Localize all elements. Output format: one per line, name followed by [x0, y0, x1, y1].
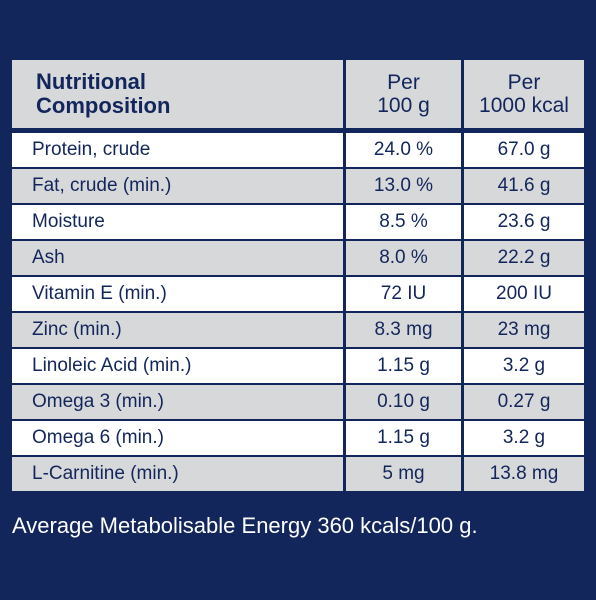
table-row: Omega 6 (min.) 1.15 g 3.2 g: [12, 419, 584, 455]
table-row: Ash 8.0 % 22.2 g: [12, 239, 584, 275]
nutrient-label: Omega 6 (min.): [12, 419, 346, 455]
metabolisable-energy-note: Average Metabolisable Energy 360 kcals/1…: [12, 513, 478, 538]
header-col2-line1: Per: [387, 71, 420, 94]
value-per-1000kcal: 41.6 g: [464, 167, 584, 203]
value-per-1000kcal: 200 IU: [464, 275, 584, 311]
value-per-1000kcal: 23.6 g: [464, 203, 584, 239]
nutrition-table: Nutritional Composition Per 100 g Per 10…: [12, 60, 584, 491]
value-per-1000kcal: 3.2 g: [464, 419, 584, 455]
value-per-100g: 0.10 g: [346, 383, 464, 419]
table-row: Fat, crude (min.) 13.0 % 41.6 g: [12, 167, 584, 203]
table-row: Zinc (min.) 8.3 mg 23 mg: [12, 311, 584, 347]
value-per-100g: 72 IU: [346, 275, 464, 311]
header-col1-line2: Composition: [36, 93, 171, 118]
value-per-100g: 1.15 g: [346, 347, 464, 383]
header-nutritional-composition: Nutritional Composition: [12, 60, 346, 128]
table-row: Vitamin E (min.) 72 IU 200 IU: [12, 275, 584, 311]
header-col3-line2: 1000 kcal: [479, 94, 569, 117]
value-per-1000kcal: 13.8 mg: [464, 455, 584, 491]
table-row: Linoleic Acid (min.) 1.15 g 3.2 g: [12, 347, 584, 383]
header-per-1000kcal: Per 1000 kcal: [464, 60, 584, 128]
header-per-100g: Per 100 g: [346, 60, 464, 128]
nutrient-label: L-Carnitine (min.): [12, 455, 346, 491]
value-per-100g: 24.0 %: [346, 128, 464, 167]
value-per-1000kcal: 67.0 g: [464, 128, 584, 167]
value-per-100g: 8.5 %: [346, 203, 464, 239]
value-per-1000kcal: 23 mg: [464, 311, 584, 347]
table-row: Omega 3 (min.) 0.10 g 0.27 g: [12, 383, 584, 419]
nutrient-label: Moisture: [12, 203, 346, 239]
table-row: Moisture 8.5 % 23.6 g: [12, 203, 584, 239]
header-col3-line1: Per: [507, 71, 541, 94]
nutrient-label: Vitamin E (min.): [12, 275, 346, 311]
value-per-100g: 1.15 g: [346, 419, 464, 455]
value-per-100g: 8.3 mg: [346, 311, 464, 347]
value-per-100g: 8.0 %: [346, 239, 464, 275]
nutrient-label: Omega 3 (min.): [12, 383, 346, 419]
value-per-100g: 5 mg: [346, 455, 464, 491]
nutrient-label: Protein, crude: [12, 128, 346, 167]
table-row: Protein, crude 24.0 % 67.0 g: [12, 128, 584, 167]
value-per-100g: 13.0 %: [346, 167, 464, 203]
value-per-1000kcal: 0.27 g: [464, 383, 584, 419]
nutrient-label: Linoleic Acid (min.): [12, 347, 346, 383]
header-col2-line2: 100 g: [377, 94, 430, 117]
table-row: L-Carnitine (min.) 5 mg 13.8 mg: [12, 455, 584, 491]
nutrient-label: Ash: [12, 239, 346, 275]
header-col1-line1: Nutritional: [36, 69, 146, 94]
nutrient-label: Fat, crude (min.): [12, 167, 346, 203]
nutrition-table-container: Nutritional Composition Per 100 g Per 10…: [12, 60, 584, 491]
table-header-row: Nutritional Composition Per 100 g Per 10…: [12, 60, 584, 128]
value-per-1000kcal: 22.2 g: [464, 239, 584, 275]
nutrient-label: Zinc (min.): [12, 311, 346, 347]
value-per-1000kcal: 3.2 g: [464, 347, 584, 383]
